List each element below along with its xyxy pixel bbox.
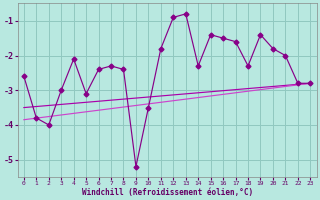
X-axis label: Windchill (Refroidissement éolien,°C): Windchill (Refroidissement éolien,°C) [82, 188, 253, 197]
